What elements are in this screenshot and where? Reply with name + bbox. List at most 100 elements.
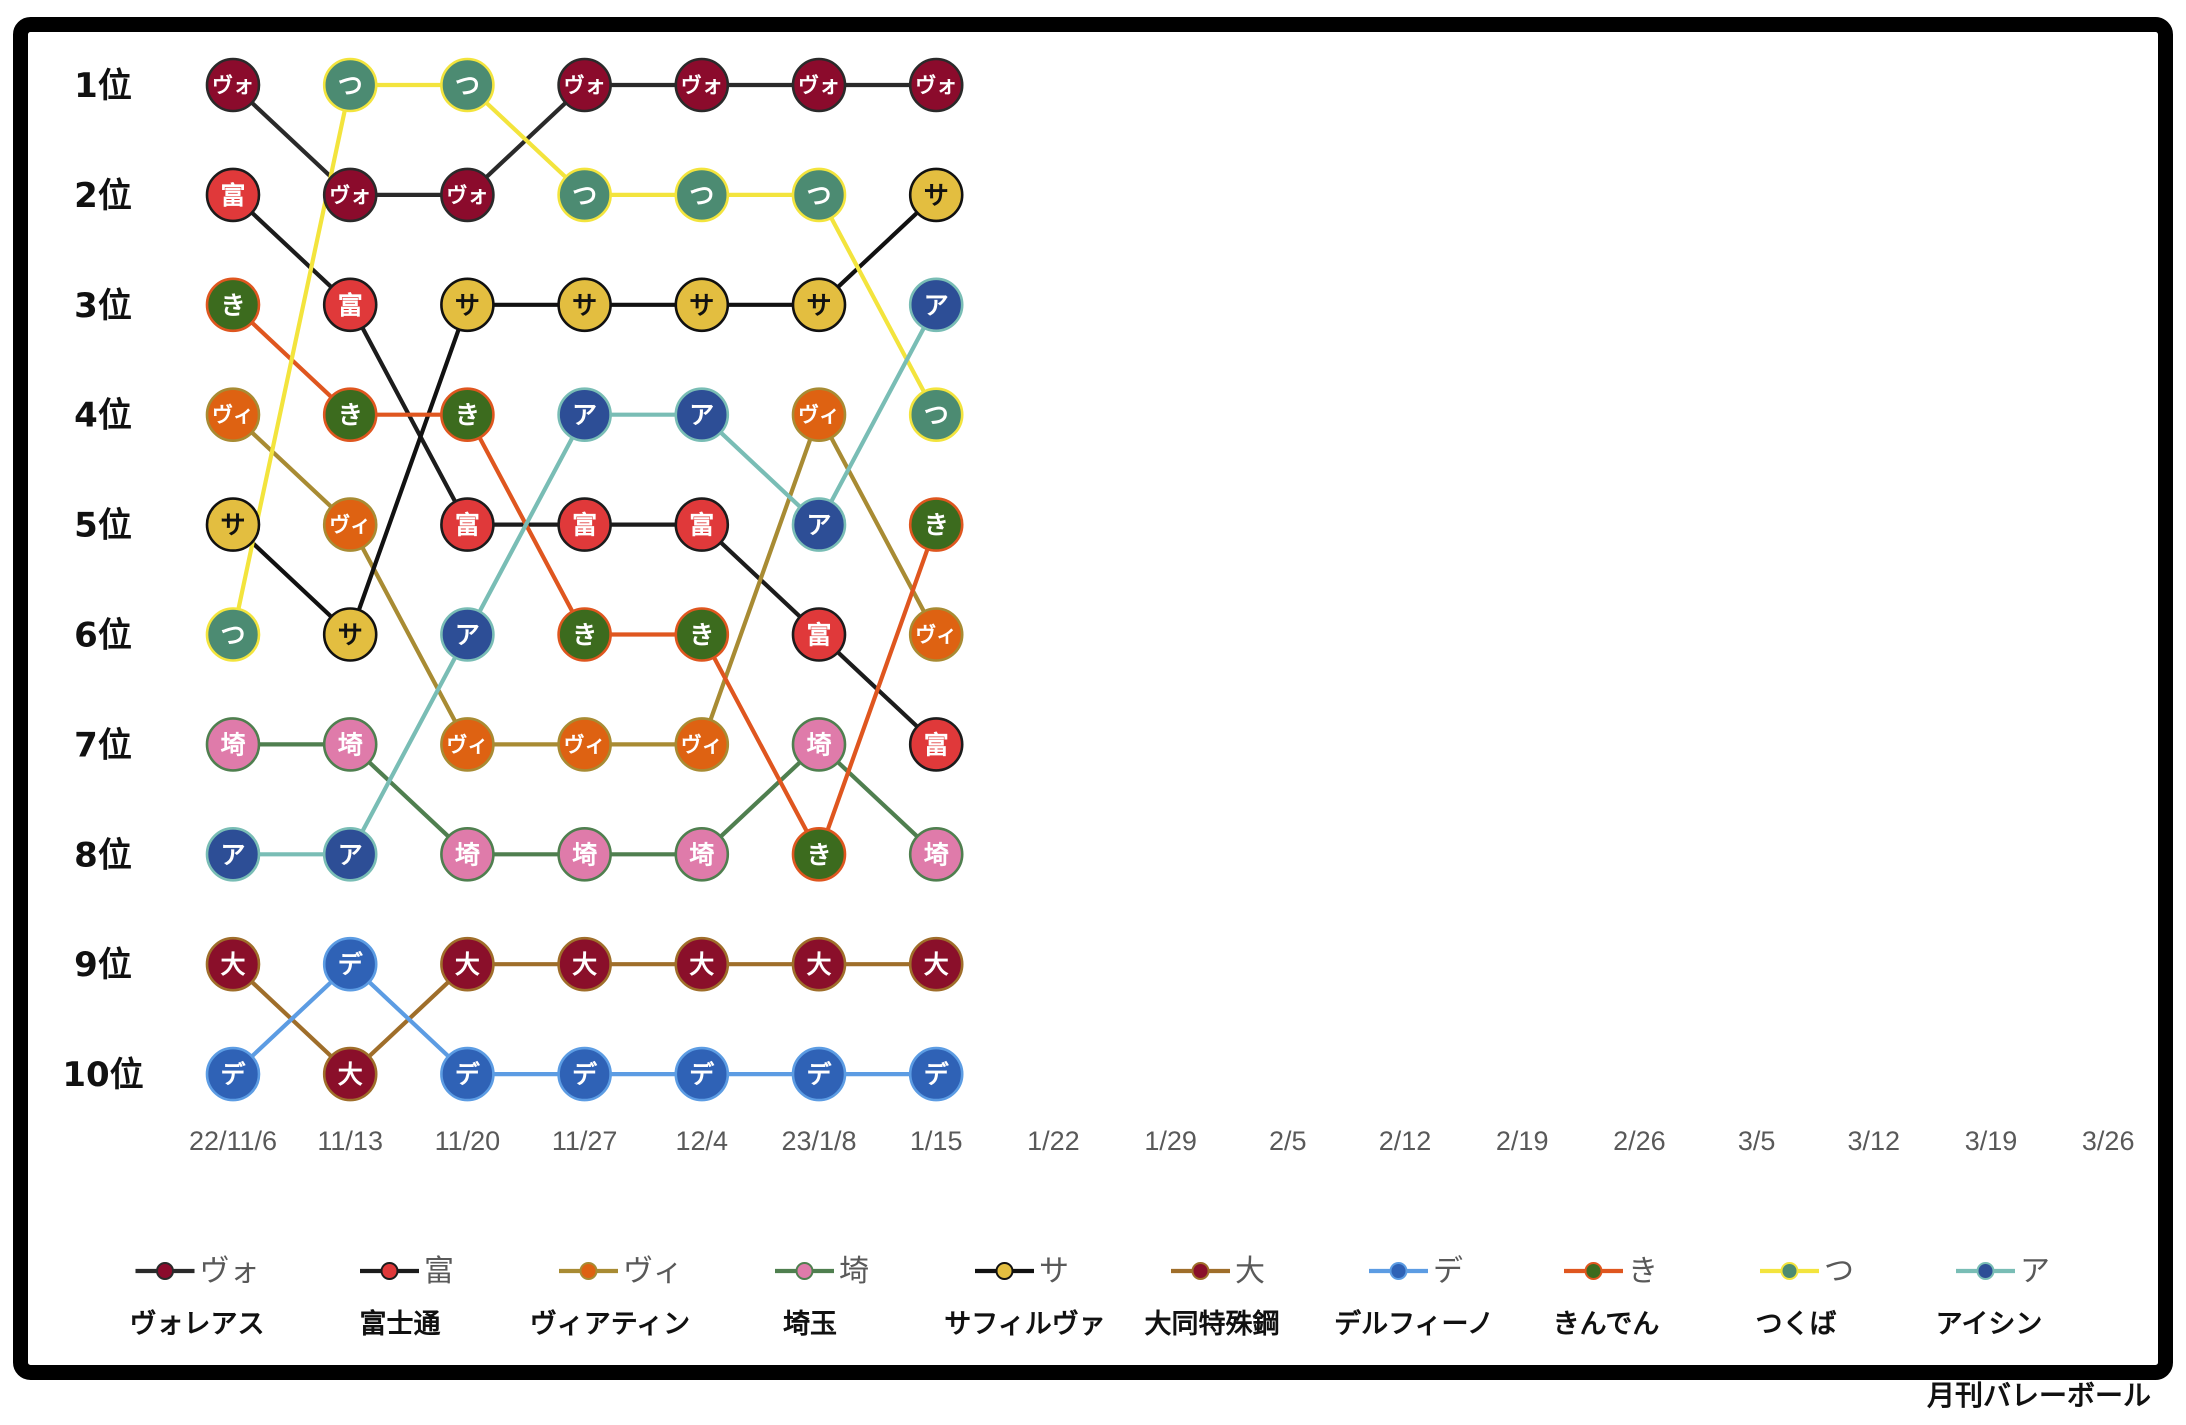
point-label-daido-w4: 大	[572, 950, 597, 979]
point-label-aisin-w1: ア	[220, 840, 245, 869]
legend-marker-fujitsu	[380, 1262, 399, 1280]
point-label-saitama-w1: 埼	[220, 730, 245, 759]
x-tick-label-8: 1/22	[1027, 1126, 1080, 1156]
data-point-aisin-w2: ア	[322, 826, 378, 882]
data-point-voreas-w5: ヴォ	[674, 57, 730, 113]
x-tick-label-9: 1/29	[1144, 1126, 1197, 1156]
point-marker-tsukuba-w4	[557, 167, 612, 223]
data-point-daido-w6: 大	[791, 936, 847, 992]
point-label-tsukuba-w1: つ	[220, 621, 245, 650]
point-marker-voreas-w2	[322, 167, 378, 223]
legend: ヴォヴォレアス富富士通ヴィヴィアティン埼埼玉ササフィルヴァ大大同特殊鋼デデルフィ…	[130, 1254, 2051, 1340]
legend-team-name-fujitsu: 富士通	[360, 1308, 441, 1340]
point-label-kinden-w5: き	[689, 621, 714, 650]
point-label-aisin-w4: ア	[572, 401, 597, 430]
legend-label-saitama: 埼	[839, 1254, 869, 1289]
point-label-daido-w7: 大	[924, 950, 949, 979]
legend-label-voreas: ヴォ	[200, 1254, 260, 1289]
x-axis: 22/11/6 11/13 11/20 11/27 12/4 23/1/8 1/15 1/22…	[189, 1126, 2135, 1156]
legend-label-fujitsu: 富	[424, 1254, 454, 1289]
point-marker-saitama-w4	[557, 826, 612, 882]
point-label-viertine-w2: ヴィ	[329, 513, 371, 537]
point-label-aisin-w6: ア	[806, 511, 831, 540]
data-point-aisin-w6: ア	[791, 497, 847, 552]
data-point-aisin-w1: ア	[205, 826, 261, 882]
legend-marker-safilva	[995, 1262, 1014, 1280]
data-point-saitama-w6: 埼	[791, 717, 847, 772]
data-point-daido-w4: 大	[557, 936, 612, 992]
legend-team-name-daido: 大同特殊鋼	[1145, 1309, 1280, 1340]
point-label-kinden-w3: き	[455, 401, 480, 430]
point-label-daido-w3: 大	[455, 950, 480, 979]
y-tick-label-7: 7位	[74, 725, 132, 765]
point-marker-tsukuba-w2	[322, 57, 378, 113]
data-point-viertine-w1: ヴィ	[205, 387, 261, 443]
point-label-daido-w6: 大	[806, 950, 831, 979]
chart-frame	[13, 17, 2173, 1380]
point-marker-tsukuba-w7	[908, 387, 964, 443]
point-label-daido-w5: 大	[689, 950, 714, 979]
y-tick-label-5: 5位	[74, 506, 132, 546]
point-marker-daido-w2	[322, 1046, 378, 1102]
point-label-voreas-w5: ヴォ	[681, 74, 723, 98]
data-point-viertine-w3: ヴィ	[440, 717, 495, 772]
legend-label-kinden: き	[1628, 1254, 1658, 1289]
point-marker-voreas-w6	[791, 57, 847, 113]
y-tick-label-8: 8位	[74, 835, 132, 875]
point-marker-aisin-w5	[674, 387, 730, 443]
data-point-aisin-w5: ア	[674, 387, 730, 443]
point-label-fujitsu-w7: 富	[924, 730, 949, 759]
point-label-safilva-w5: サ	[689, 291, 714, 320]
point-marker-saitama-w3	[440, 826, 495, 882]
y-tick-label-4: 4位	[74, 396, 132, 436]
point-marker-daido-w7	[908, 936, 964, 992]
point-marker-fujitsu-w4	[557, 497, 612, 552]
data-point-delfino-w5: デ	[674, 1046, 730, 1102]
legend-marker-voreas	[156, 1262, 174, 1280]
point-marker-delfino-w1	[205, 1046, 261, 1102]
point-label-delfino-w6: デ	[806, 1060, 832, 1089]
point-marker-viertine-w2	[322, 497, 378, 552]
point-marker-safilva-w3	[440, 277, 495, 333]
point-marker-viertine-w4	[557, 717, 612, 772]
point-marker-kinden-w1	[205, 277, 261, 333]
x-tick-label-5: 12/4	[676, 1126, 729, 1156]
x-tick-label-12: 2/19	[1496, 1126, 1549, 1156]
data-point-viertine-w2: ヴィ	[322, 497, 378, 552]
point-label-viertine-w7: ヴィ	[915, 623, 957, 647]
point-marker-aisin-w1	[205, 826, 261, 882]
point-marker-safilva-w1	[205, 497, 261, 552]
point-marker-voreas-w3	[440, 167, 495, 223]
point-label-saitama-w7: 埼	[924, 840, 949, 869]
data-point-safilva-w5: サ	[674, 277, 730, 333]
data-point-safilva-w3: サ	[440, 277, 495, 333]
point-marker-voreas-w4	[557, 57, 612, 113]
point-marker-delfino-w5	[674, 1046, 730, 1102]
y-tick-label-10: 10位	[62, 1055, 143, 1095]
point-label-viertine-w5: ヴィ	[681, 733, 723, 757]
point-marker-aisin-w2	[322, 826, 378, 882]
data-point-saitama-w5: 埼	[674, 826, 730, 882]
point-label-aisin-w7: ア	[924, 291, 949, 320]
data-points: ヴォヴォ ヴォヴォ ヴォ ヴォ ヴォ富富富富富富富ヴィヴィヴィ ヴィ ヴィヴィヴィ埼 埼埼埼埼…	[205, 57, 964, 1102]
data-point-safilva-w1: サ	[205, 497, 261, 552]
x-tick-label-15: 3/12	[1848, 1126, 1901, 1156]
point-label-saitama-w2: 埼	[338, 730, 363, 759]
data-point-kinden-w3: き	[440, 387, 495, 443]
point-marker-safilva-w6	[791, 277, 847, 333]
point-marker-daido-w5	[674, 936, 730, 992]
data-point-viertine-w7: ヴィ	[908, 607, 964, 662]
x-tick-label-1: 22/11/6	[189, 1126, 277, 1156]
point-label-delfino-w1: デ	[220, 1060, 246, 1089]
legend-marker-kinden	[1584, 1262, 1603, 1280]
point-marker-tsukuba-w1	[205, 607, 261, 662]
data-point-delfino-w3: デ	[440, 1046, 495, 1102]
point-label-saitama-w4: 埼	[572, 840, 597, 869]
legend-team-name-viertine: ヴィアティン	[530, 1308, 690, 1340]
data-point-kinden-w4: き	[557, 607, 612, 662]
legend-marker-daido	[1191, 1262, 1210, 1280]
data-point-delfino-w2: デ	[322, 936, 378, 992]
